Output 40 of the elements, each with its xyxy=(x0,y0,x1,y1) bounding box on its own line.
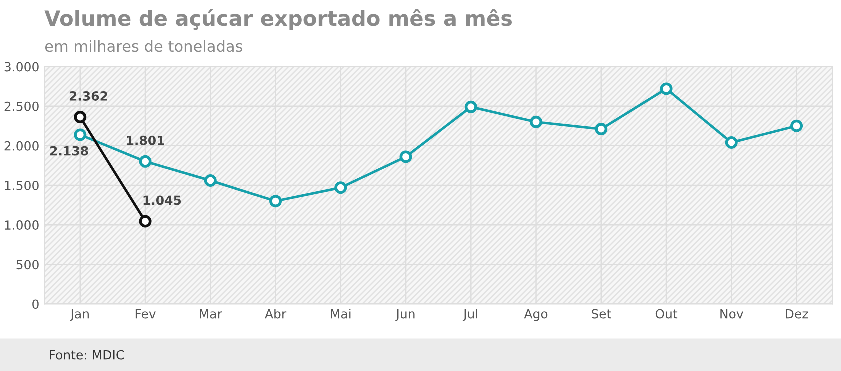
x-tick-label: Jul xyxy=(462,309,478,322)
point xyxy=(74,128,87,142)
data-label: 2.138 xyxy=(50,146,88,156)
y-tick-label: 1.500 xyxy=(5,180,39,190)
point xyxy=(204,174,217,188)
x-tick-label: Jan xyxy=(70,309,89,322)
x-tick-label: Jun xyxy=(396,309,415,322)
point xyxy=(530,116,543,128)
x-tick-label: Nov xyxy=(720,309,744,319)
x-tick-label: Fev xyxy=(136,309,156,319)
x-tick-label: Mar xyxy=(200,309,222,319)
point xyxy=(400,150,412,164)
x-tick-label: Out xyxy=(656,309,678,319)
data-label: 1.045 xyxy=(144,196,182,206)
y-tick-label: 1.000 xyxy=(5,220,39,230)
point xyxy=(270,195,282,208)
y-tick-label: 0 xyxy=(32,300,39,310)
point xyxy=(334,182,348,194)
point xyxy=(464,100,478,114)
data-label: 1.801 xyxy=(127,136,164,146)
point xyxy=(790,120,804,132)
x-tick-label: Abr xyxy=(265,309,287,319)
y-tick-label: 3.000 xyxy=(4,62,39,72)
point xyxy=(725,136,738,150)
point xyxy=(660,82,673,96)
point xyxy=(139,155,152,168)
x-tick-label: Ago xyxy=(524,309,548,322)
source-note: Fonte: MDIC xyxy=(50,350,124,360)
point xyxy=(139,215,152,228)
x-tick-label: Mai xyxy=(331,309,351,319)
chart-subtitle: em milhares de toneladas xyxy=(45,40,243,52)
y-tick-label: 500 xyxy=(16,260,39,270)
point xyxy=(595,123,608,136)
chart-title: Volume de açúcar exportado mês a mês xyxy=(44,9,512,30)
y-tick-label: 2.000 xyxy=(4,141,39,151)
x-tick-label: Dez xyxy=(786,309,808,319)
y-tick-label: 2.500 xyxy=(4,102,39,112)
x-tick-label: Set xyxy=(592,309,612,319)
data-label: 2.362 xyxy=(70,92,108,101)
point xyxy=(74,111,87,124)
